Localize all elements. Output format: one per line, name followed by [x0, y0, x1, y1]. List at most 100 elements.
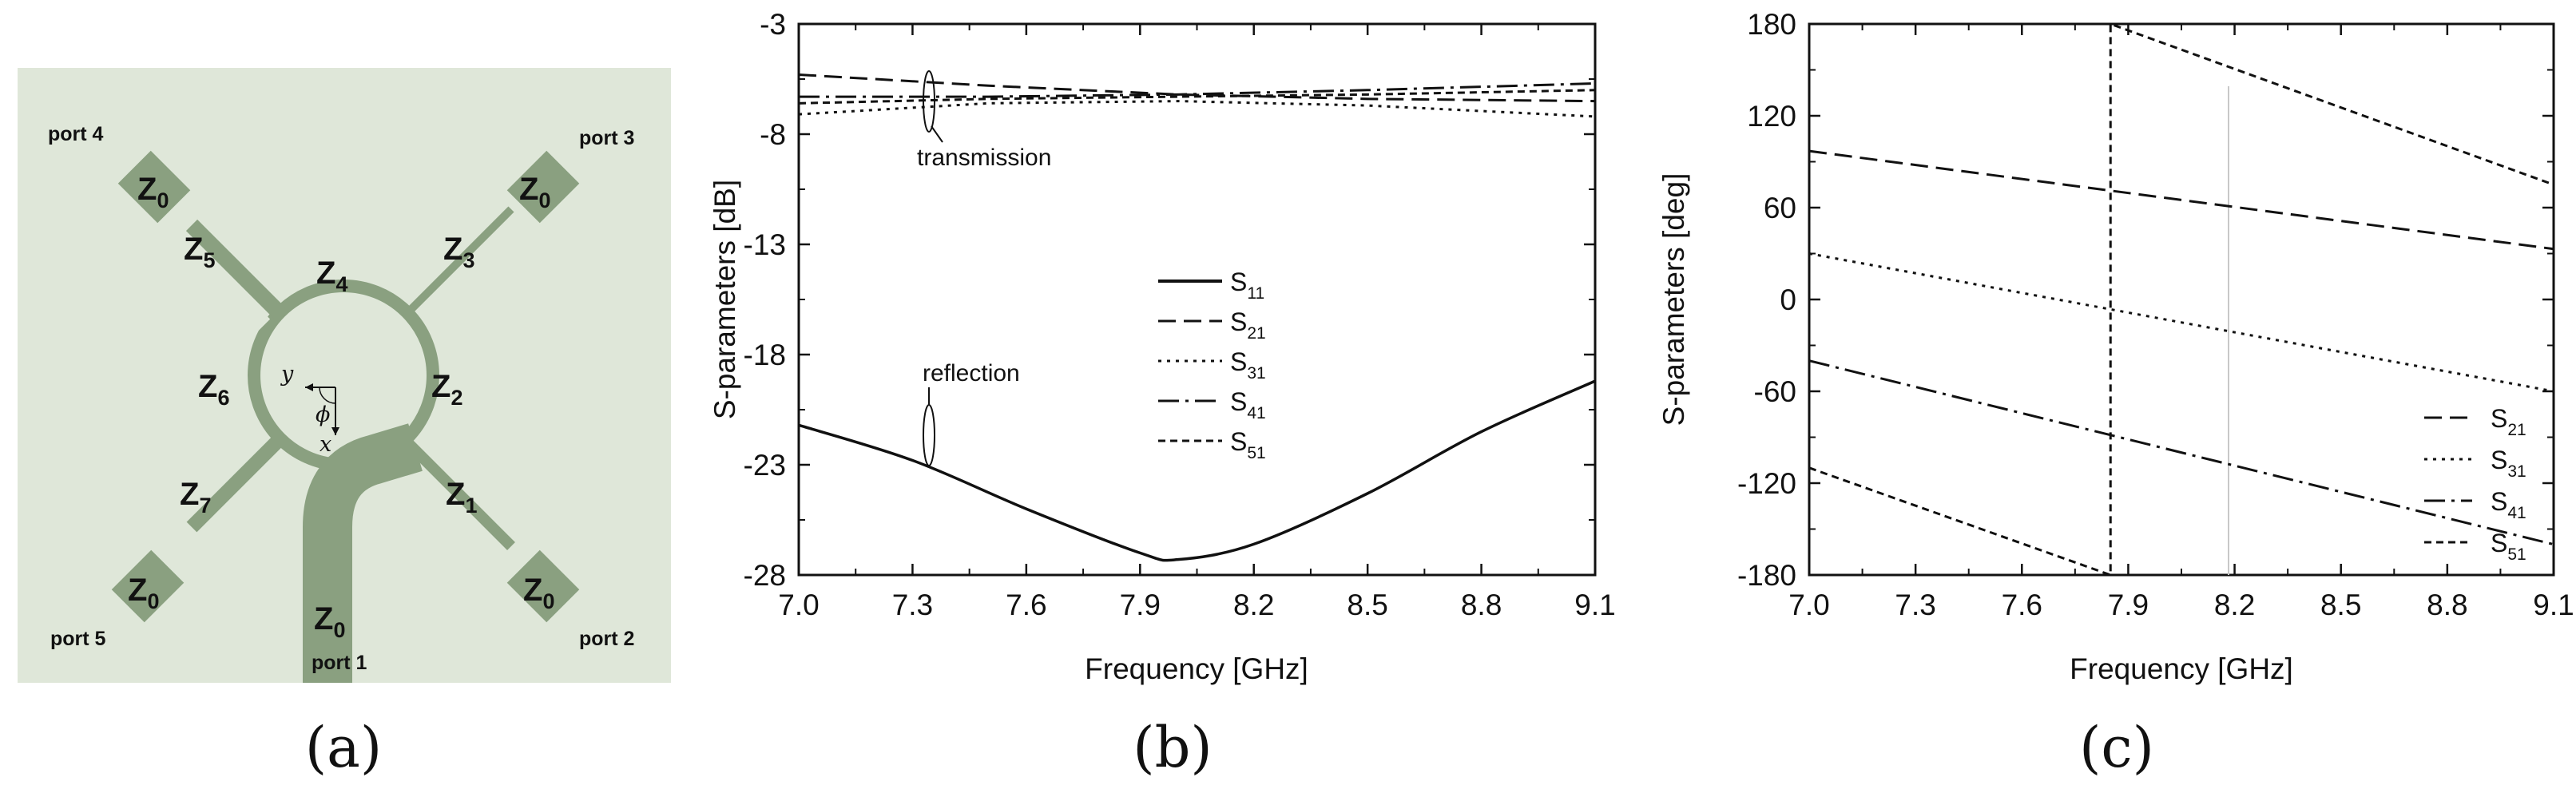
chart-c-legend: S21 S31 S41 S51	[2424, 404, 2526, 564]
y-tick-label: -28	[744, 559, 786, 592]
impedance-z3-label-subscript: 3	[462, 248, 474, 272]
port-5-pad-label: Z0	[128, 573, 159, 613]
port-1-feed-label: Z0	[314, 601, 345, 642]
x-tick-label: 8.8	[1461, 589, 1502, 621]
chart-c-ticks: 7.0 7.3 7.6 7.9 8.2 8.5 8.8 9.1 180 120 60 0 -60 -120…	[1737, 8, 2574, 621]
chart-c-ylabel: S-parameters [deg]	[1657, 173, 1690, 426]
x-tick-label: 7.3	[1895, 589, 1935, 621]
chart-b-xlabel: Frequency [GHz]	[1085, 652, 1308, 685]
series-S51	[798, 89, 1596, 105]
x-tick-label: 7.9	[1120, 589, 1161, 621]
arm-z5	[185, 219, 286, 319]
series-S41	[1808, 359, 2554, 546]
legend-label: S41	[1230, 387, 1266, 422]
impedance-z5-label-subscript: 5	[203, 248, 215, 272]
legend-subscript: 31	[1247, 364, 1265, 383]
legend-label: S21	[2491, 404, 2526, 439]
port-3-label: port 3	[579, 127, 634, 149]
legend-subscript: 21	[1247, 324, 1265, 343]
y-arrowhead	[305, 383, 313, 391]
transmission-ellipse	[923, 70, 935, 133]
panel-c-label: (c)	[2079, 715, 2154, 780]
series-S21	[798, 73, 1596, 103]
legend-label: S41	[2491, 487, 2526, 522]
legend-subscript: 41	[1247, 404, 1265, 422]
legend-label: S11	[1230, 268, 1264, 303]
x-tick-label: 7.6	[1006, 589, 1046, 621]
y-tick-label: 180	[1747, 8, 1796, 41]
chart-b: 7.0 7.3 7.6 7.9 8.2 8.5 8.8 9.1 -3 -8 -13 -18 -23 -28…	[708, 8, 1616, 780]
series-S21	[1808, 149, 2554, 251]
x-tick-label: 9.1	[1574, 589, 1615, 621]
annotation-transmission: transmission	[917, 145, 1051, 171]
x-tick-label: 8.2	[2214, 589, 2255, 621]
arm-z3	[404, 206, 514, 316]
x-tick-label: 7.0	[778, 589, 819, 621]
y-tick-label: -60	[1754, 375, 1796, 408]
impedance-z1-label-subscript: 1	[465, 494, 477, 517]
x-tick-label: 7.3	[892, 589, 933, 621]
coordinate-axes: y x ϕ	[280, 362, 339, 457]
legend-label: S21	[1230, 307, 1266, 343]
x-tick-label: 7.6	[2002, 589, 2042, 621]
feed-line	[303, 423, 423, 683]
impedance-z5-label: Z5	[184, 232, 215, 272]
chart-b-annotations: transmission reflection	[917, 70, 1051, 466]
port-5-label: port 5	[50, 628, 106, 650]
impedance-z4-label-subscript: 4	[335, 272, 347, 296]
chart-b-frame	[797, 22, 1597, 577]
port-1-label: port 1	[312, 652, 367, 674]
chart-b-ylabel: S-parameters [dB]	[708, 180, 741, 419]
microstrip-layout	[111, 150, 580, 683]
chart-c: 7.0 7.3 7.6 7.9 8.2 8.5 8.8 9.1 180 120 60 0 -60 -120…	[1657, 8, 2574, 780]
legend-subscript: 31	[2507, 462, 2526, 481]
series-S31	[1808, 252, 2554, 393]
port-2-pad-shape	[506, 549, 580, 623]
legend-subscript: 21	[2507, 421, 2526, 439]
x-tick-label: 8.5	[1347, 589, 1387, 621]
impedance-z2-label-subscript: 2	[451, 386, 462, 410]
x-tick-label: 8.8	[2427, 589, 2467, 621]
y-tick-label: 0	[1780, 283, 1796, 316]
x-tick-label: 7.0	[1788, 589, 1829, 621]
arm-z7	[186, 432, 287, 533]
x-tick-label: 7.9	[2108, 589, 2149, 621]
legend-label: S31	[2491, 446, 2526, 481]
y-tick-label: 120	[1747, 100, 1796, 133]
phi-arc	[319, 387, 336, 404]
y-tick-label: -3	[760, 8, 786, 41]
chart-c-frame	[1808, 22, 2555, 577]
port-3-pad-label-subscript: 0	[538, 188, 550, 212]
ring-gap	[247, 308, 271, 332]
chart-b-series	[798, 73, 1596, 562]
reflection-ellipse	[923, 404, 935, 466]
series-S31	[798, 100, 1596, 118]
series-S41	[799, 82, 1596, 98]
y-tick-label: -8	[760, 118, 786, 151]
panel-a-label: (a)	[305, 715, 382, 780]
impedance-z7-label: Z7	[180, 477, 211, 517]
legend-label: S51	[2491, 529, 2526, 564]
legend-label: S51	[1230, 427, 1266, 462]
port-5-pad-label-subscript: 0	[147, 589, 159, 613]
legend-subscript: 51	[1247, 444, 1265, 462]
y-tick-label: -13	[744, 228, 786, 261]
y-tick-label: 60	[1764, 192, 1796, 224]
port-4-pad-shape	[117, 150, 191, 224]
impedance-z7-label-subscript: 7	[199, 494, 211, 517]
x-tick-label: 9.1	[2533, 589, 2574, 621]
coord-phi-label: ϕ	[316, 402, 330, 427]
port-1-feed-label-subscript: 0	[333, 618, 345, 642]
port-4-pad-label-subscript: 0	[157, 188, 169, 212]
y-tick-label: -23	[744, 449, 786, 482]
chart-c-xlabel: Frequency [GHz]	[2070, 652, 2293, 685]
y-tick-label: -120	[1737, 467, 1796, 500]
x-tick-label: 8.5	[2320, 589, 2361, 621]
legend-subscript: 41	[2507, 504, 2526, 522]
legend-label: S31	[1230, 347, 1266, 383]
y-tick-label: -180	[1737, 559, 1796, 592]
port-5-pad-shape	[111, 549, 185, 623]
y-tick-label: -18	[744, 339, 786, 371]
